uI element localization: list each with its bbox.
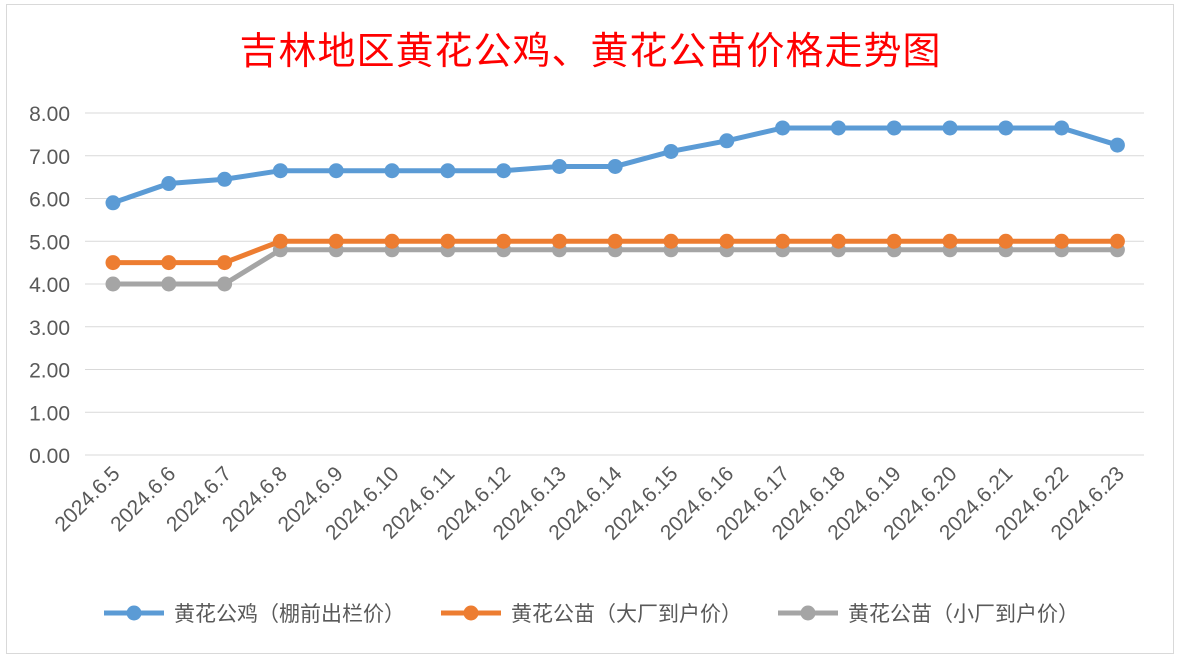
- y-tick-label: 3.00: [29, 317, 70, 340]
- data-point: [217, 255, 233, 271]
- y-axis-ticks: 0.00 1.00 2.00 3.00 4.00 5.00 6.00 7.00 8.00: [29, 103, 70, 468]
- legend-swatch-series-3: [778, 605, 838, 621]
- data-point: [551, 233, 567, 249]
- data-point: [105, 276, 121, 292]
- legend: 黄花公鸡（棚前出栏价） 黄花公苗（大厂到户价） 黄花公苗（小厂到户价）: [0, 598, 1181, 628]
- data-point: [328, 163, 344, 179]
- legend-swatch-series-2: [441, 605, 501, 621]
- data-point: [775, 120, 791, 136]
- y-tick-label: 4.00: [29, 274, 70, 297]
- data-point: [272, 163, 288, 179]
- data-point: [217, 276, 233, 292]
- data-point: [105, 195, 121, 211]
- data-point: [886, 120, 902, 136]
- legend-label-series-2: 黄花公苗（大厂到户价）: [511, 602, 742, 626]
- data-point: [384, 233, 400, 249]
- data-point: [217, 171, 233, 187]
- data-point: [328, 233, 344, 249]
- data-point: [607, 158, 623, 174]
- data-point: [942, 233, 958, 249]
- data-point: [607, 233, 623, 249]
- y-tick-label: 5.00: [29, 231, 70, 254]
- data-point: [719, 133, 735, 149]
- data-point: [942, 120, 958, 136]
- data-point: [384, 163, 400, 179]
- data-point: [161, 176, 177, 192]
- x-axis-ticks: 2024.6.52024.6.62024.6.72024.6.82024.6.9…: [50, 462, 1128, 545]
- legend-label-series-3: 黄花公苗（小厂到户价）: [848, 602, 1079, 626]
- data-point: [105, 255, 121, 271]
- data-point: [830, 120, 846, 136]
- data-point: [272, 233, 288, 249]
- data-point: [551, 158, 567, 174]
- series-layer: [105, 120, 1125, 292]
- data-point: [830, 233, 846, 249]
- y-tick-label: 2.00: [29, 360, 70, 383]
- chart-frame: [6, 4, 1174, 654]
- chart-title: 吉林地区黄花公鸡、黄花公苗价格走势图: [239, 29, 942, 73]
- data-point: [161, 255, 177, 271]
- y-tick-label: 6.00: [29, 189, 70, 212]
- data-point: [440, 233, 456, 249]
- legend-item-series-2: 黄花公苗（大厂到户价）: [439, 598, 742, 628]
- y-tick-label: 1.00: [29, 402, 70, 425]
- y-tick-label: 7.00: [29, 146, 70, 169]
- data-point: [1109, 233, 1125, 249]
- data-point: [775, 233, 791, 249]
- y-tick-label: 0.00: [29, 445, 70, 468]
- data-point: [998, 120, 1014, 136]
- data-point: [663, 233, 679, 249]
- legend-item-series-1: 黄花公鸡（棚前出栏价）: [102, 598, 405, 628]
- data-point: [440, 163, 456, 179]
- series-2: [105, 233, 1125, 271]
- data-point: [496, 163, 512, 179]
- data-point: [1109, 137, 1125, 153]
- data-point: [1054, 233, 1070, 249]
- data-point: [161, 276, 177, 292]
- series-1: [105, 120, 1125, 211]
- data-point: [886, 233, 902, 249]
- legend-label-series-1: 黄花公鸡（棚前出栏价）: [174, 602, 405, 626]
- data-point: [719, 233, 735, 249]
- legend-swatch-series-1: [104, 605, 164, 621]
- data-point: [496, 233, 512, 249]
- y-tick-label: 8.00: [29, 103, 70, 126]
- data-point: [998, 233, 1014, 249]
- legend-item-series-3: 黄花公苗（小厂到户价）: [776, 598, 1079, 628]
- data-point: [1054, 120, 1070, 136]
- data-point: [663, 143, 679, 159]
